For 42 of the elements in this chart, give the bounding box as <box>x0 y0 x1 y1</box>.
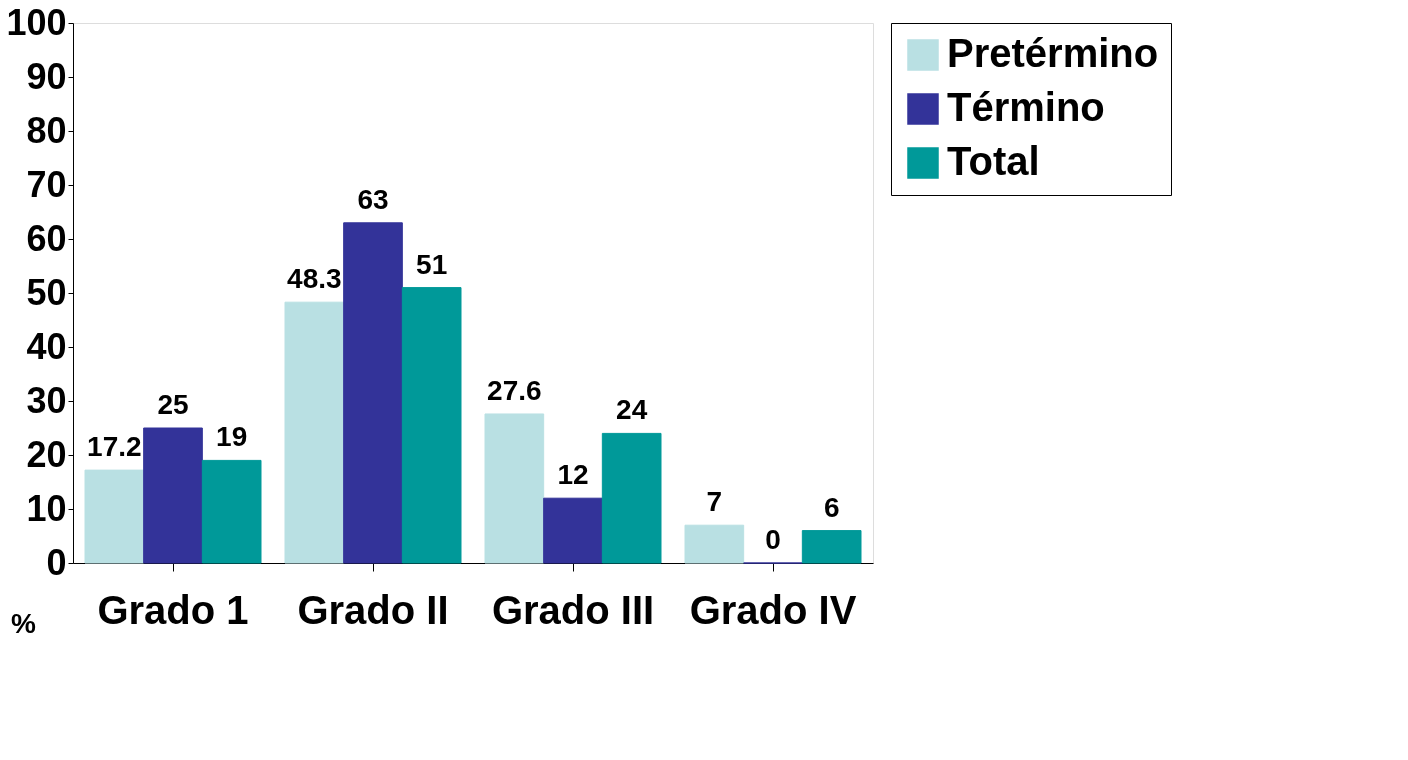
x-tick-label: Grado 1 <box>97 587 249 632</box>
data-label: 48.3 <box>287 263 342 295</box>
bar <box>284 301 345 564</box>
y-tick-label: 90 <box>26 55 67 97</box>
y-tick-label: 20 <box>26 433 67 475</box>
x-tick-label: Grado II <box>297 587 449 632</box>
data-label: 12 <box>557 459 589 491</box>
x-tick-label: Grado IV <box>689 587 857 632</box>
data-label: 7 <box>706 486 723 518</box>
y-tick-label: 0 <box>46 541 67 583</box>
bar <box>601 432 662 564</box>
y-tick-label: 60 <box>26 217 67 259</box>
legend-label: Término <box>947 85 1105 129</box>
bar <box>143 427 203 564</box>
y-tick-label: 30 <box>26 379 67 421</box>
y-tick-label: 10 <box>26 487 67 529</box>
y-tick-label: 100 <box>6 1 67 43</box>
legend-label: Pretérmino <box>947 31 1159 75</box>
data-label: 27.6 <box>487 374 542 406</box>
data-label: 24 <box>616 394 648 426</box>
data-label: 63 <box>357 183 389 215</box>
y-tick-label: 70 <box>26 163 67 205</box>
y-axis-title: % <box>11 607 37 639</box>
y-tick-label: 50 <box>26 271 67 313</box>
legend-label: Total <box>947 139 1040 183</box>
bar <box>343 222 403 564</box>
bar <box>543 497 603 564</box>
bar <box>484 413 545 564</box>
bar <box>684 524 745 564</box>
bar <box>201 459 262 564</box>
x-tick-label: Grado III <box>491 587 655 632</box>
data-label: 51 <box>416 248 448 280</box>
bar <box>801 530 862 564</box>
bar <box>84 469 145 564</box>
bar <box>401 287 462 564</box>
data-label: 19 <box>216 421 248 453</box>
data-label: 17.2 <box>87 431 142 463</box>
y-tick-label: 80 <box>26 109 67 151</box>
y-tick-label: 40 <box>26 325 67 367</box>
data-label: 25 <box>157 389 189 420</box>
data-label: 0 <box>765 524 781 555</box>
data-label: 6 <box>823 491 840 523</box>
